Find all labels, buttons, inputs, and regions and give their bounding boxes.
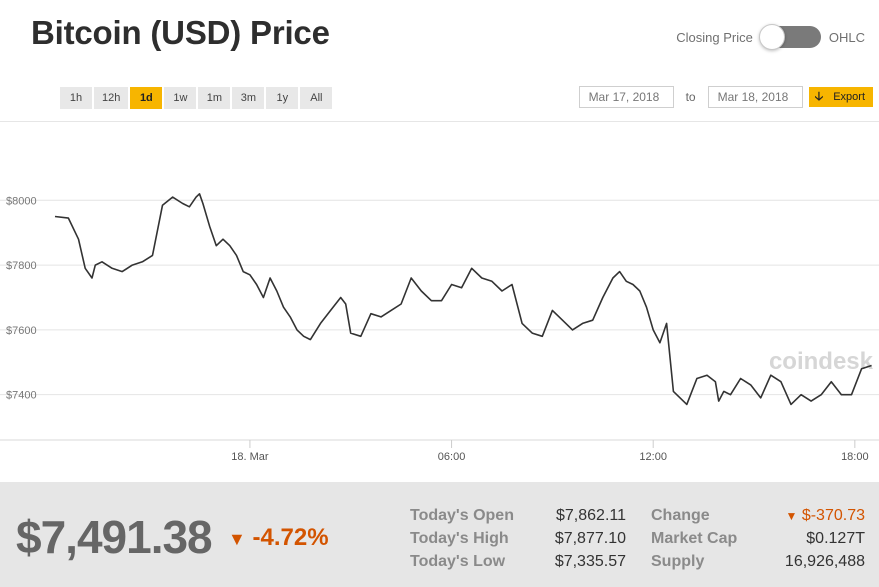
stat-label-supply: Supply (651, 553, 705, 570)
price-chart[interactable]: $8000 $7800 $7600 $7400 18. Mar 06:00 12:00 18:… (0, 122, 879, 482)
stat-label-high: Today's High (410, 530, 509, 547)
time-range-selector: 1h 12h 1d 1w 1m 3m 1y All (60, 87, 333, 109)
stat-label-low: Today's Low (410, 553, 506, 570)
range-button-all[interactable]: All (300, 87, 333, 109)
x-tick-label: 06:00 (438, 451, 466, 463)
range-button-1d[interactable]: 1d (130, 87, 163, 109)
down-arrow-icon: 🡣 (814, 88, 824, 103)
date-to-input[interactable] (707, 86, 803, 108)
toggle-label-ohlc: OHLC (828, 29, 865, 45)
x-tick-label: 18:00 (841, 451, 869, 463)
stat-label-open: Today's Open (410, 507, 514, 524)
current-price: $7,491.38 (16, 511, 213, 563)
range-button-12h[interactable]: 12h (94, 87, 129, 109)
y-tick-label: $8000 (6, 195, 37, 207)
range-button-1y[interactable]: 1y (266, 87, 299, 109)
stat-value-change-text: $-370.73 (801, 507, 865, 524)
range-button-1m[interactable]: 1m (198, 87, 231, 109)
page-title: Bitcoin (USD) Price (31, 14, 330, 51)
x-tick-label: 18. Mar (231, 451, 269, 463)
chart-top-divider (0, 121, 879, 122)
down-triangle-icon: ▼ (785, 509, 798, 523)
stat-value-market-cap: $0.127T (806, 530, 865, 547)
y-tick-label: $7600 (6, 325, 37, 337)
range-button-1w[interactable]: 1w (164, 87, 197, 109)
stat-value-open: $7,862.11 (556, 507, 626, 524)
price-mode-toggle-group: Closing Price OHLC (676, 24, 865, 50)
stat-value-change: ▼ $-370.73 (785, 507, 865, 525)
stat-value-high: $7,877.10 (554, 530, 626, 547)
price-mode-toggle[interactable] (758, 24, 821, 50)
y-tick-label: $7800 (6, 260, 37, 272)
stat-value-supply: 16,926,488 (784, 553, 865, 570)
stat-label-change: Change (651, 507, 710, 524)
range-button-3m[interactable]: 3m (232, 87, 265, 109)
stat-label-market-cap: Market Cap (651, 530, 738, 547)
range-button-1h[interactable]: 1h (60, 87, 92, 109)
toggle-knob[interactable] (758, 24, 785, 50)
x-tick-label: 12:00 (639, 451, 667, 463)
down-triangle-icon: ▼ (228, 529, 246, 549)
stats-bar: $7,491.38 ▼ -4.72% Today's Open $7,862.1… (0, 482, 879, 587)
change-percent-value: -4.72% (252, 524, 329, 551)
y-tick-label: $7400 (6, 390, 37, 402)
price-series-line (54, 193, 872, 406)
date-to-label: to (685, 90, 696, 104)
export-label: Export (833, 91, 865, 103)
coindesk-watermark: coindesk (769, 348, 874, 375)
stat-value-low: $7,335.57 (554, 553, 626, 570)
date-range-picker: to 🡣 Export (578, 86, 873, 108)
date-from-input[interactable] (578, 86, 674, 108)
change-percent: ▼ -4.72% (228, 524, 329, 552)
export-button[interactable]: 🡣 Export (808, 87, 873, 107)
toggle-label-closing-price: Closing Price (676, 29, 753, 45)
